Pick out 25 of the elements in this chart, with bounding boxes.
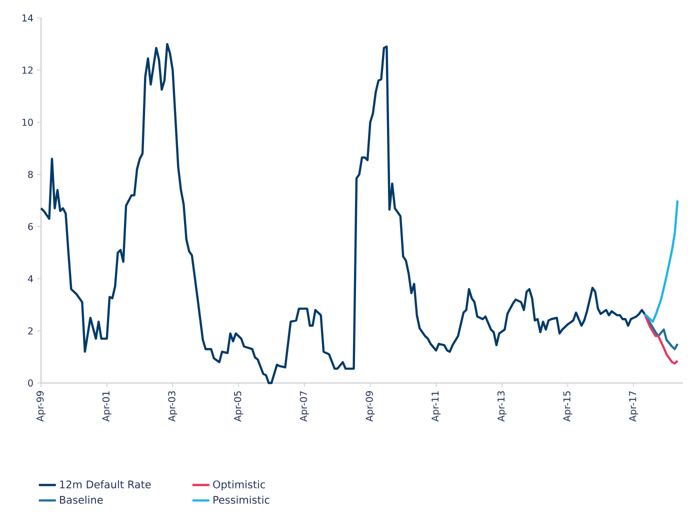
x-tick-label: Apr-11 [432,391,441,422]
line-series [644,199,679,323]
legend-label: Baseline [60,496,103,504]
x-tick-label: Apr-03 [168,391,178,422]
y-tick-label: 10 [22,118,33,126]
x-tick-label: Apr-15 [563,391,572,422]
x-tick-label: Apr-07 [300,391,309,422]
legend-label: 12m Default Rate [60,480,151,488]
x-tick-label: Apr-99 [36,391,46,422]
y-tick-label: 4 [28,275,33,282]
legend-label: Pessimistic [214,496,270,504]
y-tick-label: 14 [22,14,33,22]
y-tick-label: 12 [22,66,33,74]
y-tick-label: 2 [28,327,33,334]
line-series [40,42,646,384]
y-tick-label: 8 [28,170,33,178]
legend-label: Optimistic [213,480,266,490]
x-tick-label: Apr-17 [629,391,638,422]
line-series [644,312,679,365]
y-tick-label: 0 [28,379,33,387]
x-tick-label: Apr-05 [234,391,244,422]
x-tick-label: Apr-09 [366,391,375,422]
y-tick-label: 6 [28,222,33,230]
x-tick-label: Apr-13 [497,391,506,422]
x-tick-label: Apr-01 [102,391,112,422]
